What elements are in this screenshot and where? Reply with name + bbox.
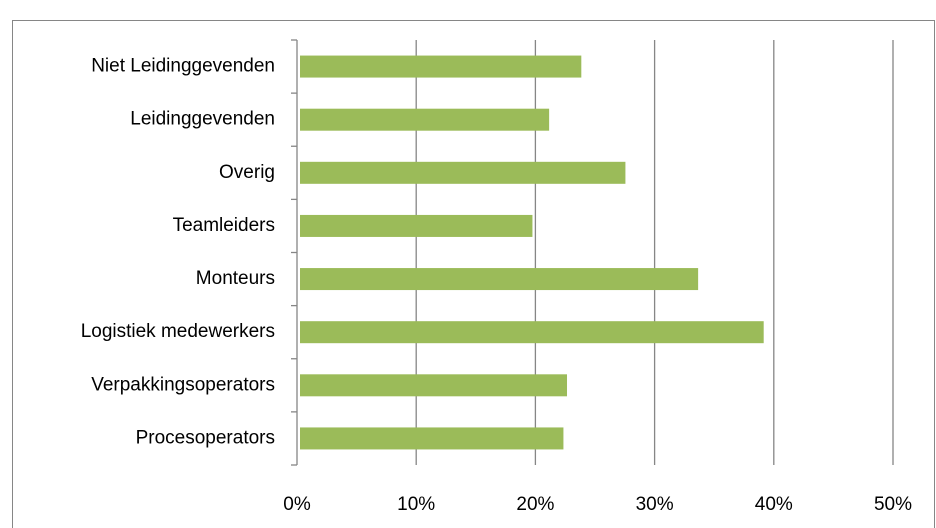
y-tick-label: Leidinggevenden [130,109,275,130]
bar [300,108,550,131]
bar [300,214,533,237]
bar [300,161,626,184]
y-tick-label: Niet Leidinggevenden [91,56,275,77]
y-tick-label: Overig [219,162,275,183]
y-tick-label: Monteurs [196,268,275,289]
x-tick-label: 10% [397,494,435,515]
y-tick-label: Logistiek medewerkers [81,321,275,342]
bar [300,55,582,78]
y-tick-label: Procesoperators [136,427,275,448]
x-tick-label: 40% [755,494,793,515]
y-tick-label: Verpakkingsoperators [91,374,275,395]
bar [300,268,699,291]
y-tick-label: Teamleiders [173,215,275,236]
bar [300,321,764,344]
x-tick-label: 50% [874,494,912,515]
bar [300,427,564,450]
bar [300,374,568,397]
x-tick-label: 20% [516,494,554,515]
x-tick-label: 0% [283,494,311,515]
x-tick-label: 30% [636,494,674,515]
